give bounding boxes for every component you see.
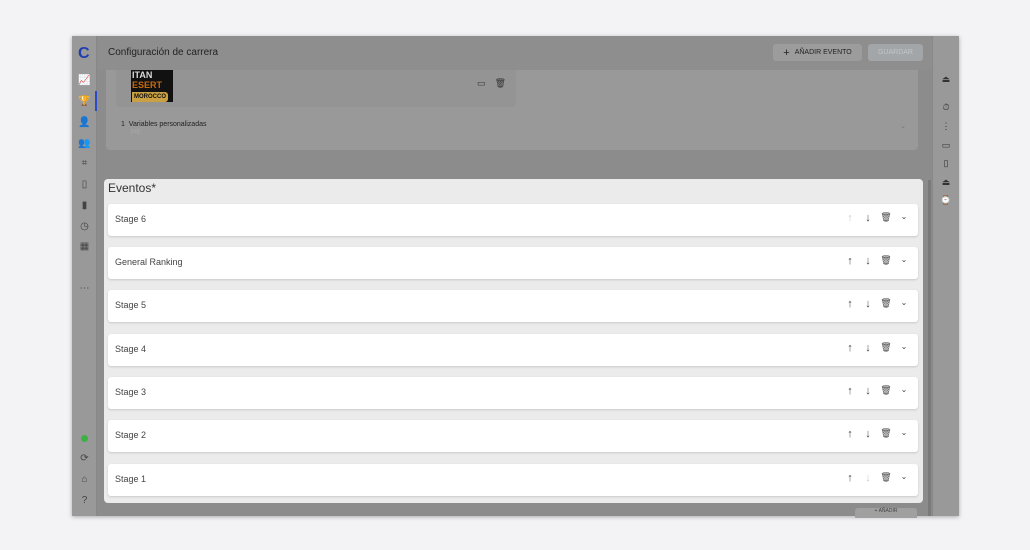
stamp-icon[interactable]: ⏏ [941, 74, 951, 84]
race-logo-image: ITAN ESERT MOROCCO [131, 70, 173, 102]
image-icon[interactable]: ▭ [477, 78, 486, 88]
trash-icon[interactable]: 🗑 [880, 385, 892, 395]
image-card: ITAN ESERT MOROCCO ▭ 🗑 [116, 70, 516, 107]
add-button[interactable]: + AÑADIR [855, 508, 917, 518]
arrow-up-icon[interactable]: ↑ [847, 298, 853, 310]
trophy-icon[interactable]: 🏆 [78, 96, 91, 107]
file-icon[interactable]: ▯ [943, 158, 949, 168]
group-icon[interactable]: 👥 [78, 138, 91, 149]
arrow-down-icon[interactable]: ↓ [865, 385, 871, 397]
events-modal: Eventos* Stage 6 ↑ ↓ 🗑 ⌄ General Ranking ↑ ↓ 🗑… [104, 179, 923, 503]
event-label: Stage 2 [115, 430, 147, 440]
arrow-down-icon[interactable]: ↓ [865, 298, 871, 310]
chevron-down-icon[interactable]: ⌄ [900, 385, 908, 394]
chain-icon[interactable]: ⋮ [941, 121, 951, 131]
watch-icon[interactable]: ⌚ [940, 195, 952, 205]
help-icon[interactable]: ? [81, 495, 88, 506]
add-event-label: AÑADIR EVENTO [794, 49, 852, 56]
trash-icon[interactable]: 🗑 [880, 472, 892, 482]
event-row[interactable]: Stage 1 ↑ ↓ 🗑 ⌄ [108, 464, 918, 496]
app-logo[interactable]: C [78, 45, 90, 62]
arrow-up-icon[interactable]: ↑ [847, 342, 853, 354]
arrow-up-icon[interactable]: ↑ [847, 255, 853, 267]
chevron-down-icon[interactable]: ⌄ [900, 123, 906, 130]
right-sidebar: ⏏ ⏱ ⋮ ▭ ▯ ⏏ ⌚ [932, 36, 959, 516]
laptop-icon[interactable]: ▭ [941, 140, 951, 150]
chevron-down-icon[interactable]: ⌄ [900, 298, 908, 307]
sync-icon[interactable]: ⟳ [80, 453, 89, 464]
chart-icon[interactable]: 📈 [78, 75, 91, 86]
upload-icon[interactable]: ⏏ [941, 177, 951, 187]
event-label: General Ranking [115, 257, 183, 267]
chevron-down-icon[interactable]: ⌄ [900, 428, 908, 437]
chevron-down-icon[interactable]: ⌄ [900, 472, 908, 481]
header: Configuración de carrera + AÑADIR EVENTO … [98, 36, 932, 70]
event-row[interactable]: Stage 4 ↑ ↓ 🗑 ⌄ [108, 334, 918, 366]
event-row[interactable]: Stage 2 ↑ ↓ 🗑 ⌄ [108, 420, 918, 452]
user-icon[interactable]: 👤 [78, 117, 91, 128]
chip-icon[interactable]: ▮ [81, 200, 88, 211]
chevron-down-icon[interactable]: ⌄ [900, 212, 908, 221]
arrow-up-icon[interactable]: ↑ [847, 385, 853, 397]
document-icon[interactable]: ▯ [81, 179, 88, 190]
home-icon[interactable]: ⌂ [81, 474, 88, 485]
arrow-up-icon[interactable]: ↑ [847, 212, 853, 224]
event-row[interactable]: Stage 5 ↑ ↓ 🗑 ⌄ [108, 290, 918, 322]
event-row[interactable]: Stage 3 ↑ ↓ 🗑 ⌄ [108, 377, 918, 409]
race-config-card: ITAN ESERT MOROCCO ▭ 🗑 1 Variables personal… [106, 70, 918, 150]
scan-icon[interactable]: ⌗ [81, 158, 88, 169]
scrollbar[interactable] [928, 180, 931, 516]
custom-variables[interactable]: 1 Variables personalizadas [121, 121, 207, 128]
trash-icon[interactable]: 🗑 [880, 428, 892, 438]
status-indicator [78, 432, 91, 445]
event-label: Stage 3 [115, 387, 147, 397]
event-label: Stage 1 [115, 474, 147, 484]
page-title: Configuración de carrera [108, 47, 219, 58]
side-card [517, 70, 907, 75]
event-row[interactable]: General Ranking ↑ ↓ 🗑 ⌄ [108, 247, 918, 279]
clock-icon[interactable]: ◷ [80, 221, 89, 232]
trash-icon[interactable]: 🗑 [880, 212, 892, 222]
arrow-down-icon[interactable]: ↓ [865, 255, 871, 267]
trash-icon[interactable]: 🗑 [494, 78, 506, 88]
trash-icon[interactable]: 🗑 [880, 298, 892, 308]
custom-variables-sub: PIE [131, 130, 141, 136]
event-label: Stage 4 [115, 344, 147, 354]
left-sidebar: C 📈 🏆 👤 👥 ⌗ ▯ ▮ ◷ ▦ ⋯ ⟳ ⌂ ? [72, 36, 97, 516]
chevron-down-icon[interactable]: ⌄ [900, 255, 908, 264]
event-label: Stage 5 [115, 300, 147, 310]
trash-icon[interactable]: 🗑 [880, 342, 892, 352]
chevron-down-icon[interactable]: ⌄ [900, 342, 908, 351]
stopwatch-icon[interactable]: ⏱ [942, 102, 950, 112]
active-indicator [95, 91, 97, 111]
arrow-up-icon[interactable]: ↑ [847, 472, 853, 484]
more-icon[interactable]: ⋯ [79, 283, 90, 294]
modal-title: Eventos* [108, 181, 157, 195]
event-row[interactable]: Stage 6 ↑ ↓ 🗑 ⌄ [108, 204, 918, 236]
save-button[interactable]: GUARDAR [868, 44, 923, 61]
arrow-down-icon[interactable]: ↓ [865, 428, 871, 440]
arrow-up-icon[interactable]: ↑ [847, 428, 853, 440]
arrow-down-icon[interactable]: ↓ [865, 472, 871, 484]
arrow-down-icon[interactable]: ↓ [865, 342, 871, 354]
add-event-button[interactable]: + AÑADIR EVENTO [773, 44, 862, 61]
trash-icon[interactable]: 🗑 [880, 255, 892, 265]
plus-icon: + [783, 46, 790, 59]
grid-icon[interactable]: ▦ [79, 241, 90, 252]
event-label: Stage 6 [115, 214, 147, 224]
arrow-down-icon[interactable]: ↓ [865, 212, 871, 224]
